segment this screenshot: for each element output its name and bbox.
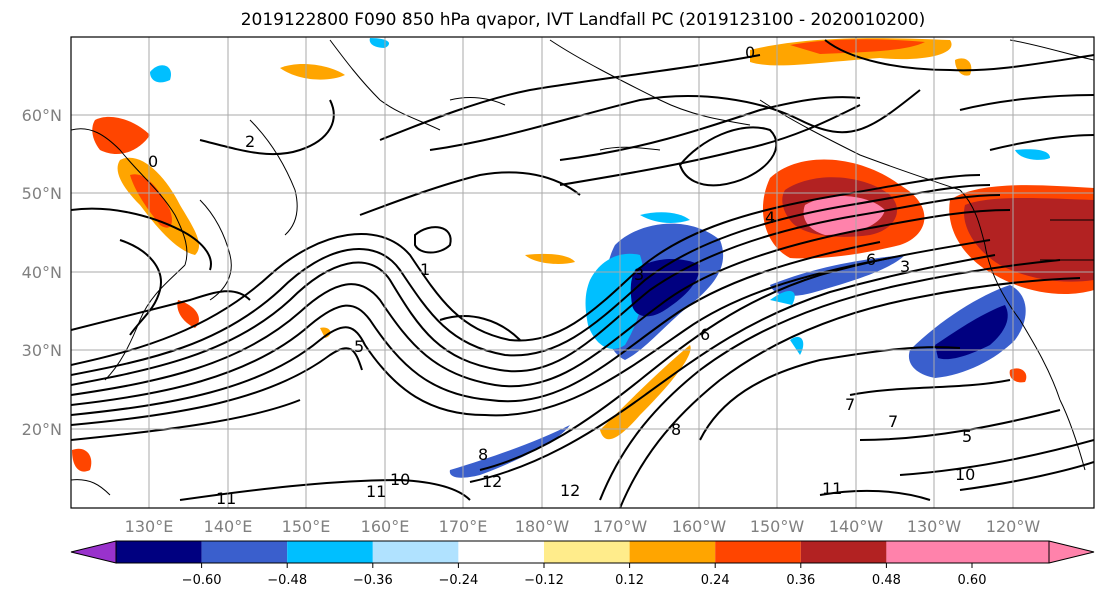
colorbar-segment bbox=[116, 541, 202, 563]
lon-label: 150°W bbox=[750, 517, 805, 536]
colorbar-segment bbox=[372, 541, 459, 563]
lon-label: 180°W bbox=[515, 517, 570, 536]
lon-label: 160°W bbox=[672, 517, 727, 536]
colorbar-ticks bbox=[201, 563, 973, 568]
contour-label: 11 bbox=[366, 482, 386, 501]
shading-layer bbox=[72, 38, 1094, 478]
lat-label: 60°N bbox=[22, 106, 62, 125]
contour-labels: 0 0 2 4 1 3 3 5 6 6 8 8 10 11 11 12 12 1… bbox=[148, 43, 975, 508]
contour-label: 10 bbox=[955, 465, 975, 484]
colorbar-tick-label: −0.48 bbox=[267, 573, 307, 588]
lon-label: 140°W bbox=[829, 517, 884, 536]
contour-label: 6 bbox=[866, 250, 876, 269]
colorbar-tick-label: −0.24 bbox=[438, 573, 478, 588]
contour-label: 4 bbox=[765, 208, 775, 227]
colorbar-segment bbox=[287, 541, 373, 563]
colorbar-tick-label: 0.48 bbox=[872, 573, 901, 588]
lat-label: 20°N bbox=[22, 420, 62, 439]
graticule bbox=[71, 37, 1094, 508]
colorbar-extend-left bbox=[70, 540, 117, 564]
colorbar-tick-label: −0.60 bbox=[182, 573, 222, 588]
colorbar-extend-right bbox=[886, 541, 1094, 563]
map-panel: 0 0 2 4 1 3 3 5 6 6 8 8 10 11 11 12 12 1… bbox=[70, 36, 1095, 509]
contour-label: 8 bbox=[671, 420, 681, 439]
lon-label: 130°W bbox=[907, 517, 962, 536]
colorbar-segment bbox=[629, 541, 716, 563]
lon-label: 130°E bbox=[125, 517, 174, 536]
contour-label: 3 bbox=[634, 265, 644, 284]
lon-label: 140°E bbox=[204, 517, 253, 536]
colorbar-tick-labels: −0.60 −0.48 −0.36 −0.24 −0.12 0.12 0.24 … bbox=[182, 573, 987, 588]
contour-label: 11 bbox=[216, 489, 236, 508]
contour-label: 5 bbox=[962, 427, 972, 446]
lon-label: 160°E bbox=[361, 517, 410, 536]
contour-label: 7 bbox=[888, 412, 898, 431]
colorbar-tick-label: 0.24 bbox=[701, 573, 730, 588]
contour-label: 8 bbox=[478, 445, 488, 464]
colorbar-tick-label: 0.12 bbox=[615, 573, 644, 588]
colorbar-tick-label: 0.60 bbox=[958, 573, 987, 588]
contour-label: 11 bbox=[822, 479, 842, 498]
contour-label: 0 bbox=[148, 152, 158, 171]
lat-labels: 60°N 50°N 40°N 30°N 20°N bbox=[22, 106, 62, 439]
lat-label: 50°N bbox=[22, 184, 62, 203]
contour-label: 0 bbox=[745, 43, 755, 62]
lon-label: 150°E bbox=[282, 517, 331, 536]
contour-label: 3 bbox=[900, 257, 910, 276]
colorbar-segment bbox=[715, 541, 801, 563]
lon-labels: 130°E 140°E 150°E 160°E 170°E 180°W 170°… bbox=[125, 517, 1041, 536]
lat-label: 40°N bbox=[22, 263, 62, 282]
lon-label: 170°W bbox=[593, 517, 648, 536]
lat-label: 30°N bbox=[22, 341, 62, 360]
contour-label: 1 bbox=[420, 260, 430, 279]
lon-label: 120°W bbox=[986, 517, 1041, 536]
contour-label: 10 bbox=[390, 470, 410, 489]
figure-title: 2019122800 F090 850 hPa qvapor, IVT Land… bbox=[241, 10, 926, 30]
colorbar-tick-label: −0.36 bbox=[353, 573, 393, 588]
colorbar-segment bbox=[800, 541, 887, 563]
lon-label: 170°E bbox=[439, 517, 488, 536]
colorbar: −0.60 −0.48 −0.36 −0.24 −0.12 0.12 0.24 … bbox=[70, 540, 1095, 588]
contour-label: 2 bbox=[245, 132, 255, 151]
contour-label: 12 bbox=[560, 481, 580, 500]
contour-label: 7 bbox=[845, 395, 855, 414]
colorbar-segment bbox=[458, 541, 544, 563]
colorbar-tick-label: −0.12 bbox=[524, 573, 564, 588]
contour-label: 12 bbox=[482, 472, 502, 491]
contour-label: 5 bbox=[354, 337, 364, 356]
colorbar-segment bbox=[544, 541, 630, 563]
colorbar-segment bbox=[201, 541, 288, 563]
contour-label: 6 bbox=[700, 325, 710, 344]
colorbar-tick-label: 0.36 bbox=[786, 573, 815, 588]
